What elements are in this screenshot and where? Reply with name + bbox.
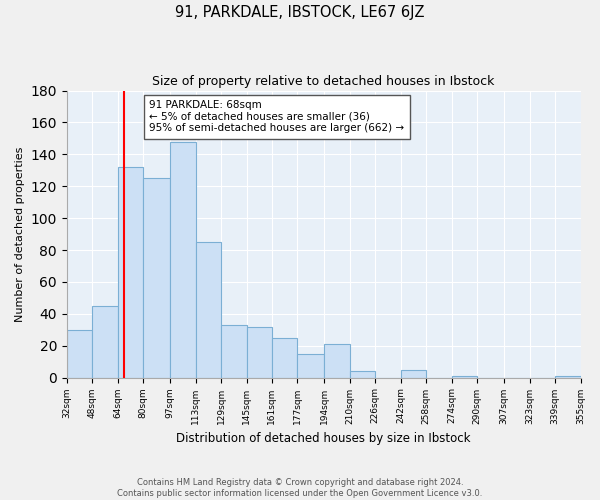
- Bar: [452, 376, 477, 378]
- Bar: [170, 142, 196, 378]
- Bar: [196, 242, 221, 378]
- Bar: [221, 325, 247, 378]
- Bar: [247, 326, 272, 378]
- Bar: [298, 354, 325, 378]
- Bar: [401, 370, 426, 378]
- Text: 91 PARKDALE: 68sqm
← 5% of detached houses are smaller (36)
95% of semi-detached: 91 PARKDALE: 68sqm ← 5% of detached hous…: [149, 100, 404, 134]
- Bar: [350, 371, 376, 378]
- Bar: [555, 376, 581, 378]
- X-axis label: Distribution of detached houses by size in Ibstock: Distribution of detached houses by size …: [176, 432, 471, 445]
- Bar: [67, 330, 92, 378]
- Y-axis label: Number of detached properties: Number of detached properties: [15, 146, 25, 322]
- Bar: [143, 178, 170, 378]
- Text: 91, PARKDALE, IBSTOCK, LE67 6JZ: 91, PARKDALE, IBSTOCK, LE67 6JZ: [175, 5, 425, 20]
- Text: Contains HM Land Registry data © Crown copyright and database right 2024.
Contai: Contains HM Land Registry data © Crown c…: [118, 478, 482, 498]
- Bar: [325, 344, 350, 378]
- Bar: [118, 167, 143, 378]
- Bar: [272, 338, 298, 378]
- Bar: [92, 306, 118, 378]
- Title: Size of property relative to detached houses in Ibstock: Size of property relative to detached ho…: [152, 75, 495, 88]
